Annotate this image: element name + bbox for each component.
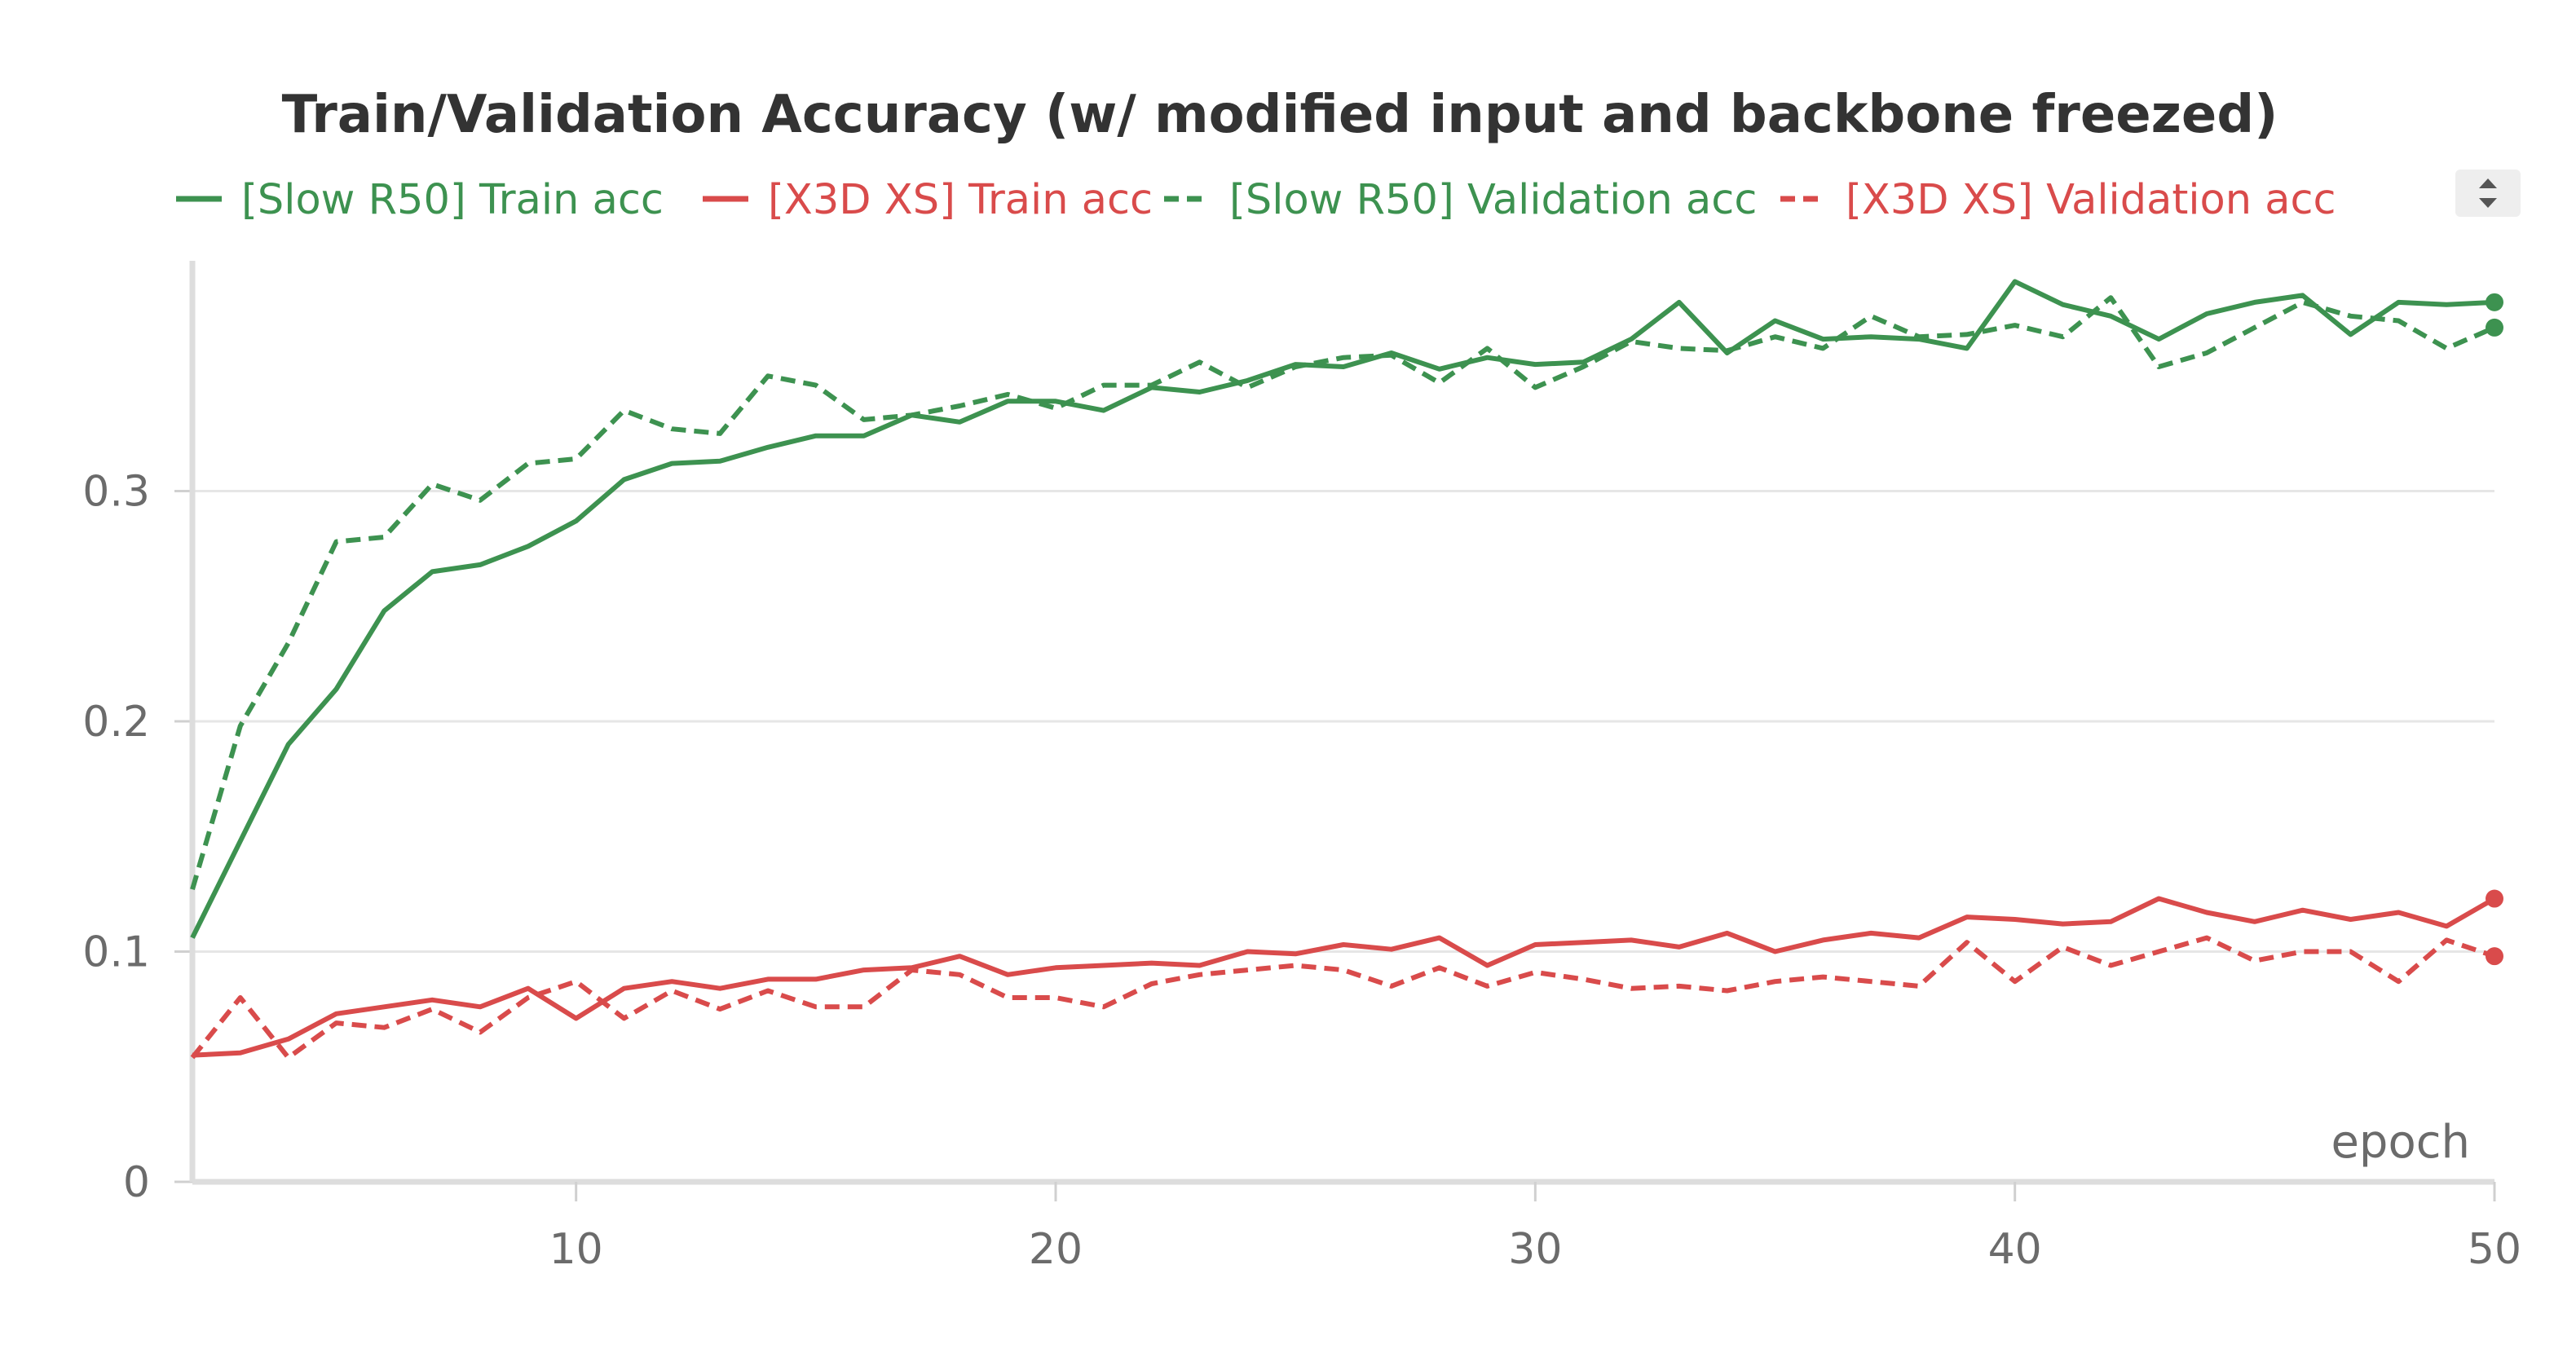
y-tick-label: 0.3 (82, 468, 150, 517)
x-tick-label: 40 (1988, 1225, 2042, 1274)
axes: 0 0.1 0.2 0.3 10 20 30 40 50 (82, 261, 2521, 1274)
legend-item[interactable]: [X3D XS] Validation acc (1780, 176, 2336, 224)
plot-area (190, 279, 2503, 1060)
legend-scroll-button[interactable] (2455, 170, 2521, 217)
series-end-point-2 (2486, 318, 2503, 337)
x-axis-label: epoch (2331, 1116, 2470, 1169)
legend-label: [X3D XS] Validation acc (1846, 176, 2336, 224)
up-arrow-icon[interactable] (2479, 178, 2497, 188)
x-tick-label: 30 (1508, 1225, 1562, 1274)
grid (192, 490, 2494, 953)
legend-label: [Slow R50] Validation acc (1229, 176, 1757, 224)
down-arrow-icon[interactable] (2479, 198, 2497, 208)
legend: [Slow R50] Train acc [X3D XS] Train acc [S… (176, 176, 2336, 224)
x-tick-label: 50 (2468, 1225, 2521, 1274)
legend-label: [Slow R50] Train acc (241, 176, 664, 224)
y-tick-label: 0 (123, 1158, 150, 1207)
series-line-1 (192, 896, 2496, 1058)
legend-scroll-control[interactable] (2455, 170, 2521, 217)
legend-item[interactable]: [X3D XS] Train acc (703, 176, 1153, 224)
series-end-point-0 (2486, 293, 2503, 311)
legend-item[interactable]: [Slow R50] Train acc (176, 176, 664, 224)
series-end-point-3 (2486, 947, 2503, 966)
chart-title: Train/Validation Accuracy (w/ modified i… (282, 85, 2278, 145)
y-tick-label: 0.1 (82, 928, 150, 977)
x-tick-label: 10 (549, 1225, 603, 1274)
series-end-point-1 (2486, 889, 2503, 908)
series-line-0 (190, 279, 2495, 939)
legend-item[interactable]: [Slow R50] Validation acc (1164, 176, 1757, 224)
legend-label: [X3D XS] Train acc (768, 176, 1153, 224)
series-line-2 (190, 295, 2496, 891)
series-line-3 (190, 935, 2495, 1060)
y-tick-label: 0.2 (82, 698, 150, 747)
x-tick-label: 20 (1029, 1225, 1083, 1274)
